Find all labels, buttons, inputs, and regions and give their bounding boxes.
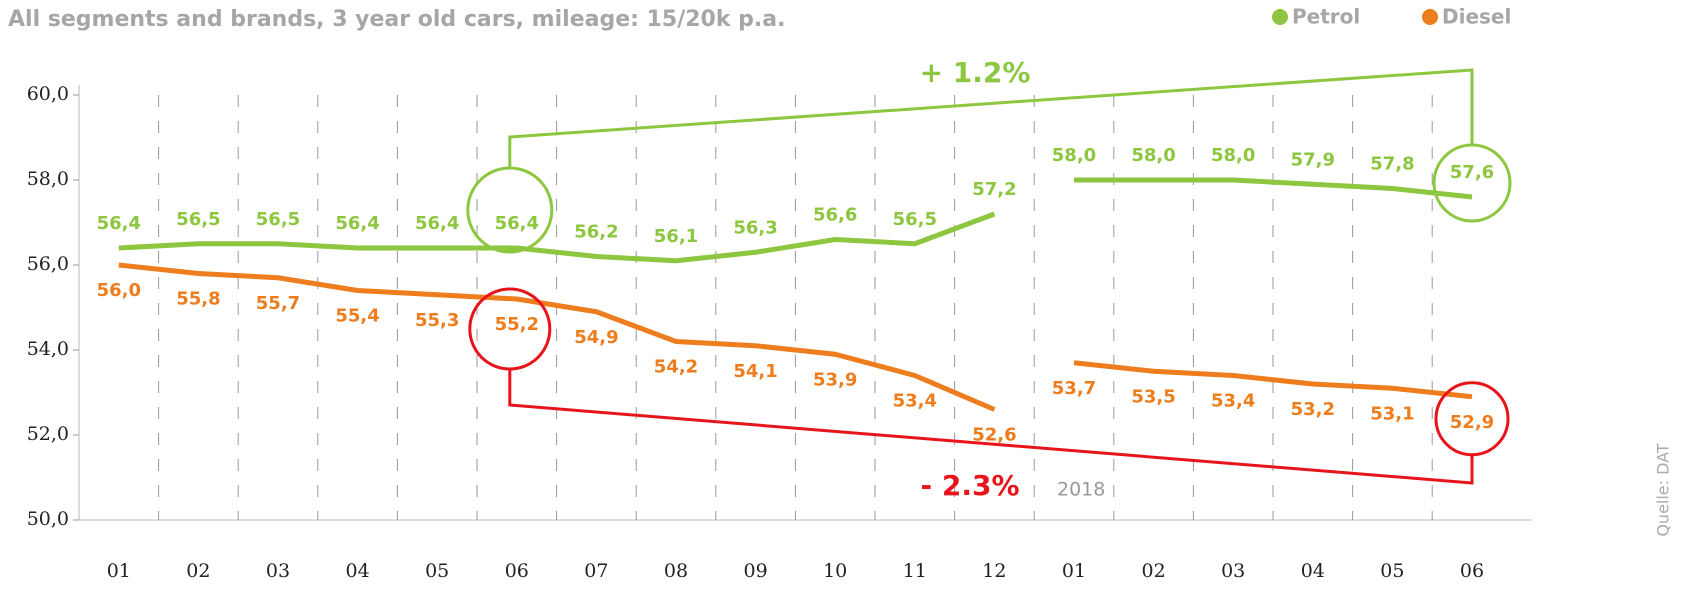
x-tick-label: 08 [664, 560, 688, 582]
chart: All segments and brands, 3 year old cars… [0, 0, 1685, 601]
x-tick-label: 02 [1142, 560, 1166, 582]
data-label: 58,0 [1131, 145, 1175, 166]
x-tick-label: 03 [266, 560, 290, 582]
data-label: 53,4 [1211, 391, 1255, 412]
x-tick-label: 02 [186, 560, 210, 582]
data-label: 58,0 [1211, 145, 1255, 166]
change-label: + 1.2% [920, 56, 1031, 89]
data-label: 54,2 [654, 357, 698, 378]
legend-marker [1272, 9, 1288, 25]
data-label: 57,9 [1291, 149, 1335, 170]
data-label: 56,4 [495, 213, 539, 234]
highlight-circle [468, 168, 552, 252]
data-label: 56,4 [415, 213, 459, 234]
x-tick-label: 03 [1221, 560, 1245, 582]
y-tick-label: 58,0 [27, 168, 69, 190]
line [119, 214, 995, 261]
data-label: 56,2 [574, 222, 618, 243]
data-label: 55,7 [256, 293, 300, 314]
data-label: 55,8 [176, 289, 220, 310]
data-label: 54,9 [574, 327, 618, 348]
data-label: 55,3 [415, 310, 459, 331]
y-tick-label: 54,0 [27, 338, 69, 360]
source: Quelle: DAT [1654, 443, 1673, 537]
data-label: 56,6 [813, 205, 857, 226]
data-label: 56,3 [733, 217, 777, 238]
data-label: 53,9 [813, 369, 857, 390]
data-label: 53,7 [1052, 378, 1096, 399]
legend-label: Diesel [1442, 5, 1511, 29]
legend-marker [1422, 9, 1438, 25]
subtitle: All segments and brands, 3 year old cars… [8, 7, 785, 32]
x-tick-label: 06 [505, 560, 529, 582]
data-label: 55,2 [495, 314, 539, 335]
data-label: 57,2 [972, 179, 1016, 200]
x-tick-label: 12 [982, 560, 1006, 582]
legend-label: Petrol [1292, 5, 1360, 29]
data-label: 56,4 [97, 213, 141, 234]
data-label: 54,1 [733, 361, 777, 382]
data-label: 56,0 [97, 280, 141, 301]
data-label: 53,5 [1131, 386, 1175, 407]
data-label: 57,6 [1450, 162, 1494, 183]
data-label: 53,2 [1291, 399, 1335, 420]
x-tick-label: 01 [107, 560, 131, 582]
y-tick-label: 52,0 [27, 423, 69, 445]
x-tick-label: 06 [1460, 560, 1484, 582]
highlight-circle [1434, 145, 1510, 221]
x-tick-label: 11 [903, 560, 927, 582]
y-tick-label: 60,0 [27, 83, 69, 105]
x-tick-label: 01 [1062, 560, 1086, 582]
x-tick-label: 04 [346, 560, 370, 582]
data-label: 55,4 [335, 306, 379, 327]
x-tick-label: 09 [744, 560, 768, 582]
data-label: 53,4 [893, 391, 937, 412]
data-label: 56,5 [176, 209, 220, 230]
data-label: 52,9 [1450, 412, 1494, 433]
year-label: 2018 [1057, 479, 1105, 501]
data-label: 57,8 [1370, 154, 1414, 175]
x-tick-label: 04 [1301, 560, 1325, 582]
y-tick-label: 56,0 [27, 253, 69, 275]
data-label: 56,1 [654, 226, 698, 247]
data-label: 56,4 [335, 213, 379, 234]
data-label: 58,0 [1052, 145, 1096, 166]
x-tick-label: 10 [823, 560, 847, 582]
x-tick-label: 07 [584, 560, 608, 582]
data-label: 56,5 [893, 209, 937, 230]
data-label: 53,1 [1370, 403, 1414, 424]
x-tick-label: 05 [425, 560, 449, 582]
x-tick-label: 05 [1380, 560, 1404, 582]
y-tick-label: 50,0 [27, 508, 69, 530]
line [1074, 180, 1472, 197]
data-label: 56,5 [256, 209, 300, 230]
change-label: - 2.3% [920, 469, 1019, 502]
